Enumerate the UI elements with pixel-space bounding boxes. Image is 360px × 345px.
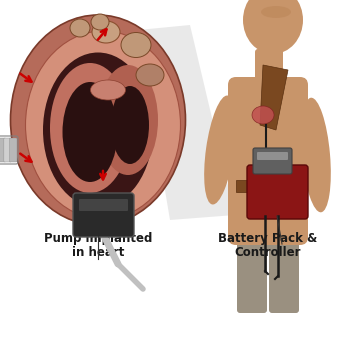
Text: Battery Pack &: Battery Pack & (219, 232, 318, 245)
FancyBboxPatch shape (269, 232, 299, 313)
Ellipse shape (243, 0, 303, 54)
Text: in heart: in heart (72, 246, 124, 259)
FancyBboxPatch shape (247, 165, 308, 219)
Ellipse shape (121, 32, 151, 58)
Ellipse shape (111, 86, 149, 164)
FancyBboxPatch shape (0, 138, 6, 162)
Ellipse shape (43, 52, 153, 207)
Ellipse shape (70, 19, 90, 37)
Ellipse shape (252, 106, 274, 124)
FancyBboxPatch shape (4, 138, 12, 162)
Ellipse shape (50, 63, 130, 193)
Ellipse shape (261, 6, 291, 18)
Ellipse shape (230, 220, 306, 250)
Ellipse shape (63, 82, 117, 182)
Polygon shape (236, 180, 300, 192)
Ellipse shape (91, 14, 109, 30)
FancyBboxPatch shape (73, 193, 134, 237)
Ellipse shape (301, 98, 331, 212)
Text: Controller: Controller (235, 246, 301, 259)
Ellipse shape (98, 65, 158, 175)
Ellipse shape (90, 80, 126, 100)
FancyBboxPatch shape (257, 152, 288, 160)
Ellipse shape (26, 31, 180, 219)
Polygon shape (138, 25, 235, 220)
Text: Pump implanted: Pump implanted (44, 232, 152, 245)
Ellipse shape (10, 15, 185, 225)
FancyBboxPatch shape (237, 232, 267, 313)
FancyBboxPatch shape (255, 49, 283, 90)
FancyBboxPatch shape (79, 199, 128, 211)
Polygon shape (260, 65, 288, 130)
FancyBboxPatch shape (253, 148, 292, 174)
FancyBboxPatch shape (9, 138, 17, 162)
Ellipse shape (204, 96, 236, 205)
FancyBboxPatch shape (228, 77, 308, 245)
Ellipse shape (92, 21, 120, 43)
Ellipse shape (136, 64, 164, 86)
